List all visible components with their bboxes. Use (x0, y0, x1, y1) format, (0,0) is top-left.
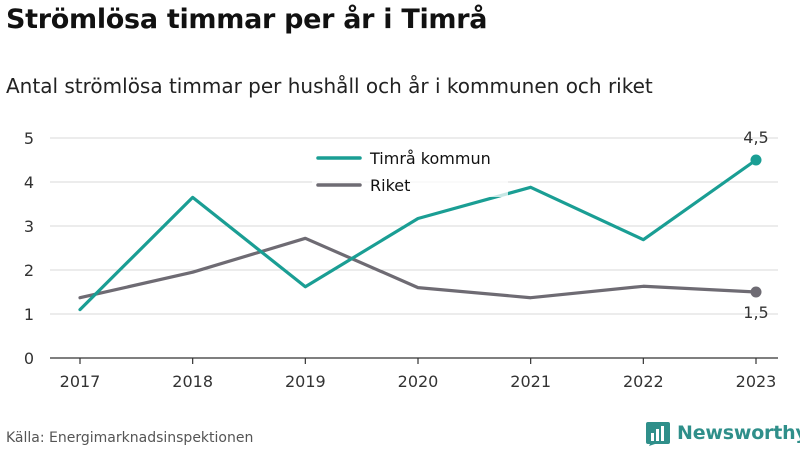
y-tick-label: 2 (24, 261, 34, 280)
legend-entry: Timrå kommun (369, 149, 491, 168)
y-tick-label: 1 (24, 305, 34, 324)
series-end-marker (750, 286, 762, 298)
series-line (78, 236, 758, 300)
chart-title: Strömlösa timmar per år i Timrå (6, 4, 488, 35)
series-lines: 4,5 1,5 (78, 128, 769, 322)
series-end-label: 4,5 (743, 128, 768, 147)
x-tick-label: 2021 (510, 372, 551, 391)
series-line (78, 158, 758, 312)
y-tick-label: 4 (24, 173, 34, 192)
legend: Timrå kommun Riket (312, 146, 508, 197)
y-tick-label: 3 (24, 217, 34, 236)
legend-entry: Riket (370, 176, 410, 195)
newsworthy-logo: Newsworthy (645, 420, 800, 446)
logo-text: Newsworthy (677, 422, 800, 444)
grid-lines (50, 137, 778, 315)
x-tick-label: 2017 (60, 372, 101, 391)
series-end-marker (750, 154, 762, 166)
newsworthy-bar-chart-icon (646, 422, 670, 446)
y-axis: 0 1 2 3 4 5 (24, 129, 34, 368)
x-tick-label: 2023 (736, 372, 777, 391)
x-tick-label: 2020 (398, 372, 439, 391)
y-tick-label: 5 (24, 129, 34, 148)
x-tick-label: 2019 (285, 372, 326, 391)
y-tick-label: 0 (24, 349, 34, 368)
source-note: Källa: Energimarknadsinspektionen (6, 430, 254, 446)
chart-subtitle: Antal strömlösa timmar per hushåll och å… (6, 74, 653, 98)
x-axis: 2017 2018 2019 2020 2021 2022 2023 (50, 357, 778, 391)
series-end-label: 1,5 (743, 303, 768, 322)
x-tick-label: 2018 (172, 372, 213, 391)
x-tick-label: 2022 (623, 372, 664, 391)
